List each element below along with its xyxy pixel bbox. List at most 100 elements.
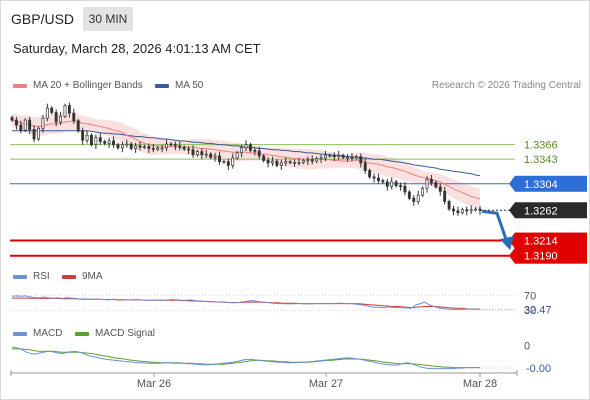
ma20-legend-label: MA 20 + Bollinger Bands [33, 80, 143, 91]
candle-body-48 [222, 161, 226, 164]
candle-body-0 [10, 117, 14, 121]
candle-body-36 [169, 143, 173, 146]
candle-body-41 [191, 149, 195, 156]
candle-body-37 [173, 144, 177, 147]
candle-body-84 [381, 180, 385, 183]
candle-body-15 [76, 120, 80, 132]
x-tick-label-2: Mar 28 [463, 378, 497, 390]
candle-body-77 [350, 156, 354, 159]
candle-body-14 [72, 112, 76, 122]
candle-body-62 [284, 161, 288, 164]
candle-body-23 [112, 140, 115, 146]
ma50-legend-label: MA 50 [175, 80, 204, 91]
macd-signal-legend-label: MACD Signal [95, 328, 156, 339]
candle-body-85 [385, 181, 389, 187]
candle-body-20 [98, 137, 102, 142]
candle-body-43 [200, 151, 204, 156]
level-label-1: 1.3343 [524, 154, 558, 166]
macd-tick-label-0: 0 [524, 340, 530, 352]
macd-signal-line [12, 348, 480, 369]
candle-body-67 [306, 159, 310, 162]
macd-last-label: -0.00 [526, 363, 551, 375]
candle-body-12 [63, 105, 67, 117]
macd-line [11, 346, 480, 370]
rsi-tick-label-1: 30 [524, 305, 536, 317]
candle-body-59 [271, 160, 274, 164]
candle-body-91 [412, 197, 416, 202]
legend-macd: MACD [13, 328, 62, 339]
candle-body-44 [204, 153, 208, 156]
candle-body-55 [253, 150, 257, 152]
current-price-label: 1.3262 [524, 205, 558, 217]
macd-legend-label: MACD [33, 328, 63, 339]
candle-body-46 [213, 155, 217, 158]
candle-body-13 [67, 105, 71, 114]
candle-body-26 [125, 143, 129, 146]
candle-body-71 [324, 155, 327, 159]
symbol-title: GBP/USD [11, 11, 75, 27]
candle-body-47 [218, 155, 221, 163]
rsi-ma-line [12, 297, 480, 310]
candle-body-1 [14, 119, 18, 126]
candle-body-95 [429, 179, 433, 183]
candle-body-68 [310, 159, 314, 162]
candle-body-103 [465, 209, 469, 212]
candle-body-72 [328, 155, 332, 157]
candle-body-78 [354, 156, 358, 159]
candle-body-80 [363, 162, 367, 171]
level-badge-3 [515, 232, 587, 249]
candle-body-75 [341, 155, 345, 158]
candle-body-90 [407, 191, 411, 199]
legend-ma50: MA 50 [155, 80, 203, 91]
candle-body-42 [195, 151, 199, 156]
candle-body-22 [107, 140, 111, 144]
candle-body-27 [129, 143, 133, 149]
rsi-ma-legend-label: 9MA [82, 271, 103, 282]
level-badge-2 [515, 175, 587, 192]
candle-body-5 [32, 129, 36, 140]
candle-body-104 [469, 209, 473, 212]
candle-body-18 [90, 134, 93, 146]
level-label-3: 1.3214 [524, 236, 558, 248]
candle-body-33 [156, 147, 160, 150]
candle-body-25 [120, 144, 124, 149]
timeframe-badge[interactable]: 30 MIN [83, 7, 133, 31]
candle-body-81 [368, 170, 372, 178]
candle-body-24 [116, 144, 120, 149]
level-label-2: 1.3304 [524, 179, 558, 191]
candle-body-87 [394, 181, 398, 187]
candle-body-105 [474, 208, 478, 211]
candle-body-66 [301, 160, 305, 163]
candle-body-94 [425, 179, 429, 189]
candle-body-56 [257, 150, 261, 157]
candle-body-88 [399, 185, 402, 188]
rsi-tick-label-0: 70 [524, 291, 536, 303]
candle-body-21 [103, 141, 107, 144]
candle-body-2 [19, 124, 23, 131]
level-label-0: 1.3366 [524, 140, 558, 152]
candle-body-73 [332, 155, 336, 158]
candle-body-4 [28, 119, 32, 130]
candle-body-65 [297, 161, 301, 164]
legend-ma20: MA 20 + Bollinger Bands [13, 80, 143, 91]
ma20-line [11, 119, 481, 200]
candle-body-51 [235, 152, 239, 159]
ma20-swatch [13, 83, 27, 88]
candle-body-6 [37, 127, 40, 140]
legend-macd-signal: MACD Signal [75, 328, 155, 339]
candle-body-54 [248, 144, 252, 151]
candle-body-8 [45, 107, 49, 119]
level-badge-tip-4 [509, 247, 515, 264]
datetime-label: Saturday, March 28, 2026 4:01:13 AM CET [13, 41, 261, 56]
macd-swatch [13, 331, 27, 336]
candle-body-99 [447, 201, 451, 210]
candle-body-63 [288, 161, 292, 164]
candle-body-57 [262, 155, 266, 161]
level-label-4: 1.3190 [524, 251, 558, 263]
research-credit: Research © 2026 Trading Central [431, 80, 581, 91]
candle-body-49 [226, 161, 230, 166]
candle-body-45 [209, 153, 213, 158]
candle-body-38 [178, 145, 182, 148]
candle-body-19 [94, 137, 98, 146]
candle-body-40 [187, 148, 191, 151]
